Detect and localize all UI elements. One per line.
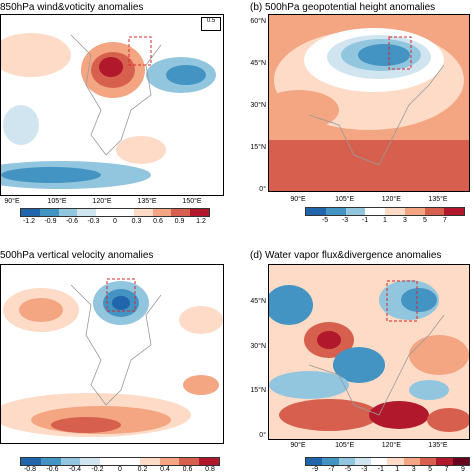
panel-b-lon-label: 90°E: [290, 196, 306, 203]
panel-a-lon-label: 150°E: [182, 198, 202, 205]
panel-b-lat-label: 30°N: [250, 102, 266, 109]
panel-b-lon-label: 135°E: [428, 196, 448, 203]
panel-c-colorbar-label: -0.2: [91, 466, 104, 473]
panel-a-colorbar-label: 0.6: [153, 218, 163, 225]
panel-a-lon-label: 90°E: [4, 198, 20, 205]
panel-d-lat-label: 0°: [259, 432, 266, 439]
panel-d-colorbar-label: -5: [344, 466, 351, 473]
panel-d-map: [268, 264, 470, 440]
panel-a-lon-label: 105°E: [47, 198, 67, 205]
panel-c-colorbar-label: 0.8: [205, 466, 215, 473]
panel-d-field: [269, 265, 469, 439]
panel-d-colorbar-label: 5: [428, 466, 433, 473]
panel-b-colorbar-label: 5: [423, 217, 427, 224]
panel-b-colorbar-label: 1: [383, 217, 387, 224]
panel-c-map: [0, 264, 224, 444]
reference-vector-box: 0.5: [201, 17, 221, 31]
panel-d-colorbar: [305, 457, 470, 466]
panel-b-colorbar-label: -1: [361, 217, 369, 224]
panel-b-lat-label: 0°: [259, 186, 266, 193]
panel-d-lon-label: 135°E: [428, 442, 448, 449]
panel-a-colorbar-label: 0.3: [131, 218, 142, 225]
panel-c-colorbar-label: -0.6: [46, 466, 59, 473]
panel-c-colorbar-label: -0.4: [68, 466, 82, 473]
panel-d-colorbar-label: 3: [411, 466, 416, 473]
panel-a-title: 850hPa wind&voticity anomalies: [0, 2, 144, 13]
panel-b-lon-label: 105°E: [335, 196, 355, 203]
panel-b-colorbar-label: 7: [443, 217, 447, 224]
panel-d-lat-label: 30°N: [250, 342, 266, 350]
panel-b-colorbar: [305, 207, 465, 216]
panel-b-lon-label: 120°E: [381, 196, 401, 203]
panel-d-colorbar-label: 7: [444, 466, 449, 473]
panel-d-lat-label: 15°N: [250, 387, 266, 395]
panel-a-colorbar-label: -0.9: [44, 218, 57, 225]
panel-a-colorbar: [20, 208, 210, 217]
panel-a-field: [1, 33, 216, 189]
panel-a-colorbar-label: 1.2: [196, 218, 206, 225]
panel-a-colorbar-label: -1.2: [22, 218, 36, 225]
panel-c-colorbar-label: 0: [118, 466, 122, 473]
panel-c-title: 500hPa vertical velocity anomalies: [0, 250, 154, 261]
panel-d-colorbar-label: -3: [361, 466, 368, 473]
panel-b-lat-label: 45°N: [250, 60, 266, 67]
panel-d-title: (d) Water vapor flux&divergence anomalie…: [250, 250, 442, 261]
panel-a-map: 0.5: [0, 14, 224, 196]
panel-d-colorbar-label: -9: [311, 466, 319, 473]
panel-b-colorbar-label: -5: [321, 217, 329, 224]
panel-d-lon-label: 90°E: [290, 442, 306, 449]
panel-a-colorbar-label: 0.9: [174, 218, 185, 225]
panel-d-lon-label: 120°E: [381, 442, 401, 449]
panel-a-colorbar-label: -0.6: [65, 218, 79, 225]
reference-vector-label: 0.5: [206, 18, 216, 24]
panel-c-colorbar-label: 0.4: [160, 466, 170, 473]
panel-d-colorbar-label: 1: [395, 466, 400, 473]
panel-a-colorbar-label: -0.3: [87, 218, 100, 225]
panel-d-lon-label: 105°E: [335, 442, 355, 449]
panel-d-lat-label: 45°N: [250, 298, 266, 305]
panel-b-map: [268, 14, 470, 192]
panel-a-lon-label: 135°E: [137, 198, 157, 205]
panel-b-lat-label: 15°N: [250, 144, 266, 151]
panel-a-colorbar-label: 0: [113, 218, 117, 225]
panel-c-colorbar: [20, 457, 220, 466]
panel-b-colorbar-label: 3: [403, 217, 407, 224]
panel-b-lat-label: 60°N: [250, 18, 266, 25]
panel-b-field: [269, 15, 469, 191]
panel-c-colorbar-label: 0.2: [137, 466, 148, 473]
panel-d-colorbar-label: -1: [377, 466, 384, 473]
panel-b-title: (b) 500hPa geopotential height anomalies: [250, 2, 436, 13]
panel-c-colorbar-label: 0.6: [182, 466, 193, 473]
panel-d-colorbar-label: -7: [328, 466, 335, 473]
panel-d-colorbar-label: 9: [461, 466, 465, 473]
panel-c-colorbar-label: -0.8: [23, 466, 37, 473]
panel-b-colorbar-label: -3: [341, 217, 349, 224]
panel-c-field: [1, 278, 223, 437]
panel-a-lon-label: 120°E: [92, 198, 112, 205]
